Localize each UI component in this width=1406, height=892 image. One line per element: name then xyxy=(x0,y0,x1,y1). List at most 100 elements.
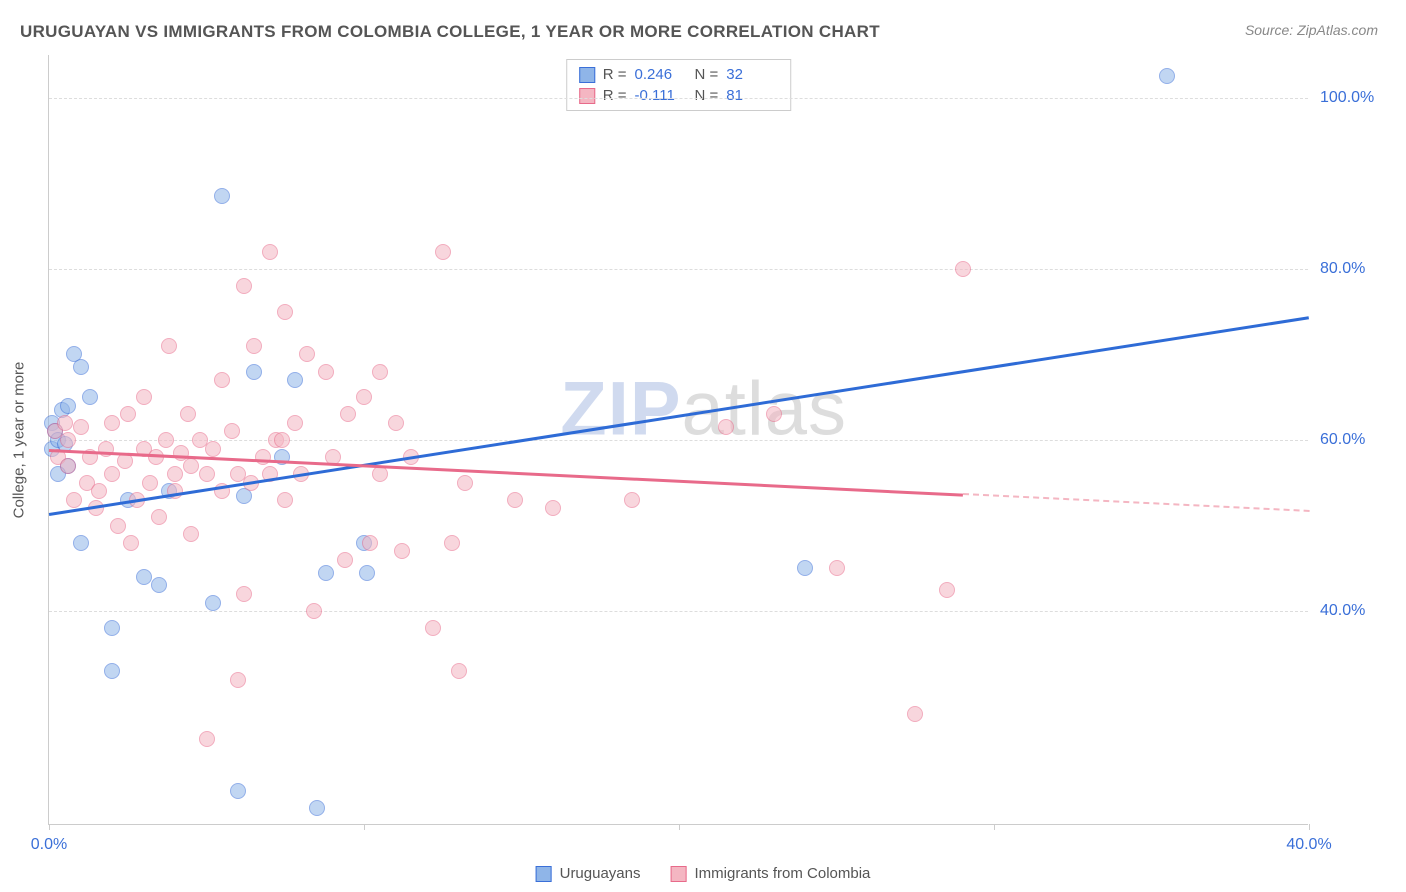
scatter-point xyxy=(91,483,107,499)
scatter-point xyxy=(246,364,262,380)
scatter-point xyxy=(73,419,89,435)
scatter-point xyxy=(435,244,451,260)
grid-line xyxy=(49,611,1308,612)
scatter-point xyxy=(123,535,139,551)
r-value: 0.246 xyxy=(635,66,687,83)
scatter-point xyxy=(73,359,89,375)
scatter-point xyxy=(340,406,356,422)
scatter-point xyxy=(362,535,378,551)
scatter-point xyxy=(309,800,325,816)
scatter-point xyxy=(142,475,158,491)
scatter-point xyxy=(199,731,215,747)
scatter-point xyxy=(230,672,246,688)
r-value: -0.111 xyxy=(635,87,687,104)
scatter-point xyxy=(287,415,303,431)
plot-area: College, 1 year or more ZIPatlas R = 0.2… xyxy=(48,55,1308,825)
scatter-point xyxy=(797,560,813,576)
scatter-point xyxy=(110,518,126,534)
r-label: R = xyxy=(603,66,627,83)
scatter-point xyxy=(299,346,315,362)
scatter-point xyxy=(199,466,215,482)
correlation-stats-box: R = 0.246 N = 32 R = -0.111 N = 81 xyxy=(566,59,792,111)
scatter-point xyxy=(718,419,734,435)
x-tick xyxy=(994,824,995,830)
scatter-point xyxy=(337,552,353,568)
scatter-point xyxy=(624,492,640,508)
scatter-point xyxy=(287,372,303,388)
scatter-point xyxy=(425,620,441,636)
source-attribution: Source: ZipAtlas.com xyxy=(1245,22,1378,38)
y-tick-label: 100.0% xyxy=(1320,89,1390,107)
n-value: 81 xyxy=(726,87,778,104)
scatter-point xyxy=(255,449,271,465)
grid-line xyxy=(49,440,1308,441)
x-tick xyxy=(1309,824,1310,830)
legend-label: Immigrants from Colombia xyxy=(695,865,871,882)
scatter-point xyxy=(907,706,923,722)
scatter-point xyxy=(167,466,183,482)
scatter-point xyxy=(394,543,410,559)
scatter-point xyxy=(73,535,89,551)
x-tick xyxy=(364,824,365,830)
grid-line xyxy=(49,98,1308,99)
scatter-point xyxy=(318,364,334,380)
chart-title: URUGUAYAN VS IMMIGRANTS FROM COLOMBIA CO… xyxy=(20,22,880,42)
watermark-zip: ZIP xyxy=(560,366,681,451)
scatter-point xyxy=(57,415,73,431)
scatter-point xyxy=(1159,68,1175,84)
r-label: R = xyxy=(603,87,627,104)
n-label: N = xyxy=(695,87,719,104)
scatter-point xyxy=(359,565,375,581)
scatter-point xyxy=(939,582,955,598)
scatter-point xyxy=(262,244,278,260)
scatter-point xyxy=(151,577,167,593)
x-tick-label: 0.0% xyxy=(31,836,67,854)
grid-line xyxy=(49,269,1308,270)
scatter-point xyxy=(136,569,152,585)
legend-item-uruguayans: Uruguayans xyxy=(536,865,641,882)
stats-swatch-blue xyxy=(579,67,595,83)
scatter-point xyxy=(82,389,98,405)
scatter-point xyxy=(104,415,120,431)
y-tick-label: 60.0% xyxy=(1320,431,1390,449)
x-tick xyxy=(679,824,680,830)
scatter-point xyxy=(955,261,971,277)
legend-swatch-blue xyxy=(536,866,552,882)
scatter-point xyxy=(60,458,76,474)
scatter-point xyxy=(104,466,120,482)
scatter-point xyxy=(277,304,293,320)
scatter-point xyxy=(205,441,221,457)
scatter-point xyxy=(236,586,252,602)
legend-label: Uruguayans xyxy=(560,865,641,882)
scatter-point xyxy=(224,423,240,439)
scatter-point xyxy=(356,389,372,405)
stats-row-uruguayans: R = 0.246 N = 32 xyxy=(579,64,779,85)
scatter-point xyxy=(306,603,322,619)
scatter-point xyxy=(214,188,230,204)
stats-swatch-pink xyxy=(579,88,595,104)
x-tick xyxy=(49,824,50,830)
y-axis-title: College, 1 year or more xyxy=(11,361,28,518)
scatter-point xyxy=(136,389,152,405)
y-tick-label: 40.0% xyxy=(1320,602,1390,620)
scatter-point xyxy=(120,406,136,422)
scatter-point xyxy=(766,406,782,422)
scatter-point xyxy=(60,398,76,414)
scatter-point xyxy=(183,458,199,474)
scatter-point xyxy=(60,432,76,448)
scatter-point xyxy=(318,565,334,581)
scatter-point xyxy=(507,492,523,508)
scatter-point xyxy=(372,364,388,380)
scatter-point xyxy=(372,466,388,482)
scatter-point xyxy=(277,492,293,508)
y-tick-label: 80.0% xyxy=(1320,260,1390,278)
scatter-point xyxy=(444,535,460,551)
scatter-point xyxy=(104,620,120,636)
n-value: 32 xyxy=(726,66,778,83)
scatter-point xyxy=(117,453,133,469)
scatter-point xyxy=(457,475,473,491)
scatter-point xyxy=(246,338,262,354)
stats-row-colombia: R = -0.111 N = 81 xyxy=(579,85,779,106)
scatter-point xyxy=(274,432,290,448)
scatter-point xyxy=(151,509,167,525)
